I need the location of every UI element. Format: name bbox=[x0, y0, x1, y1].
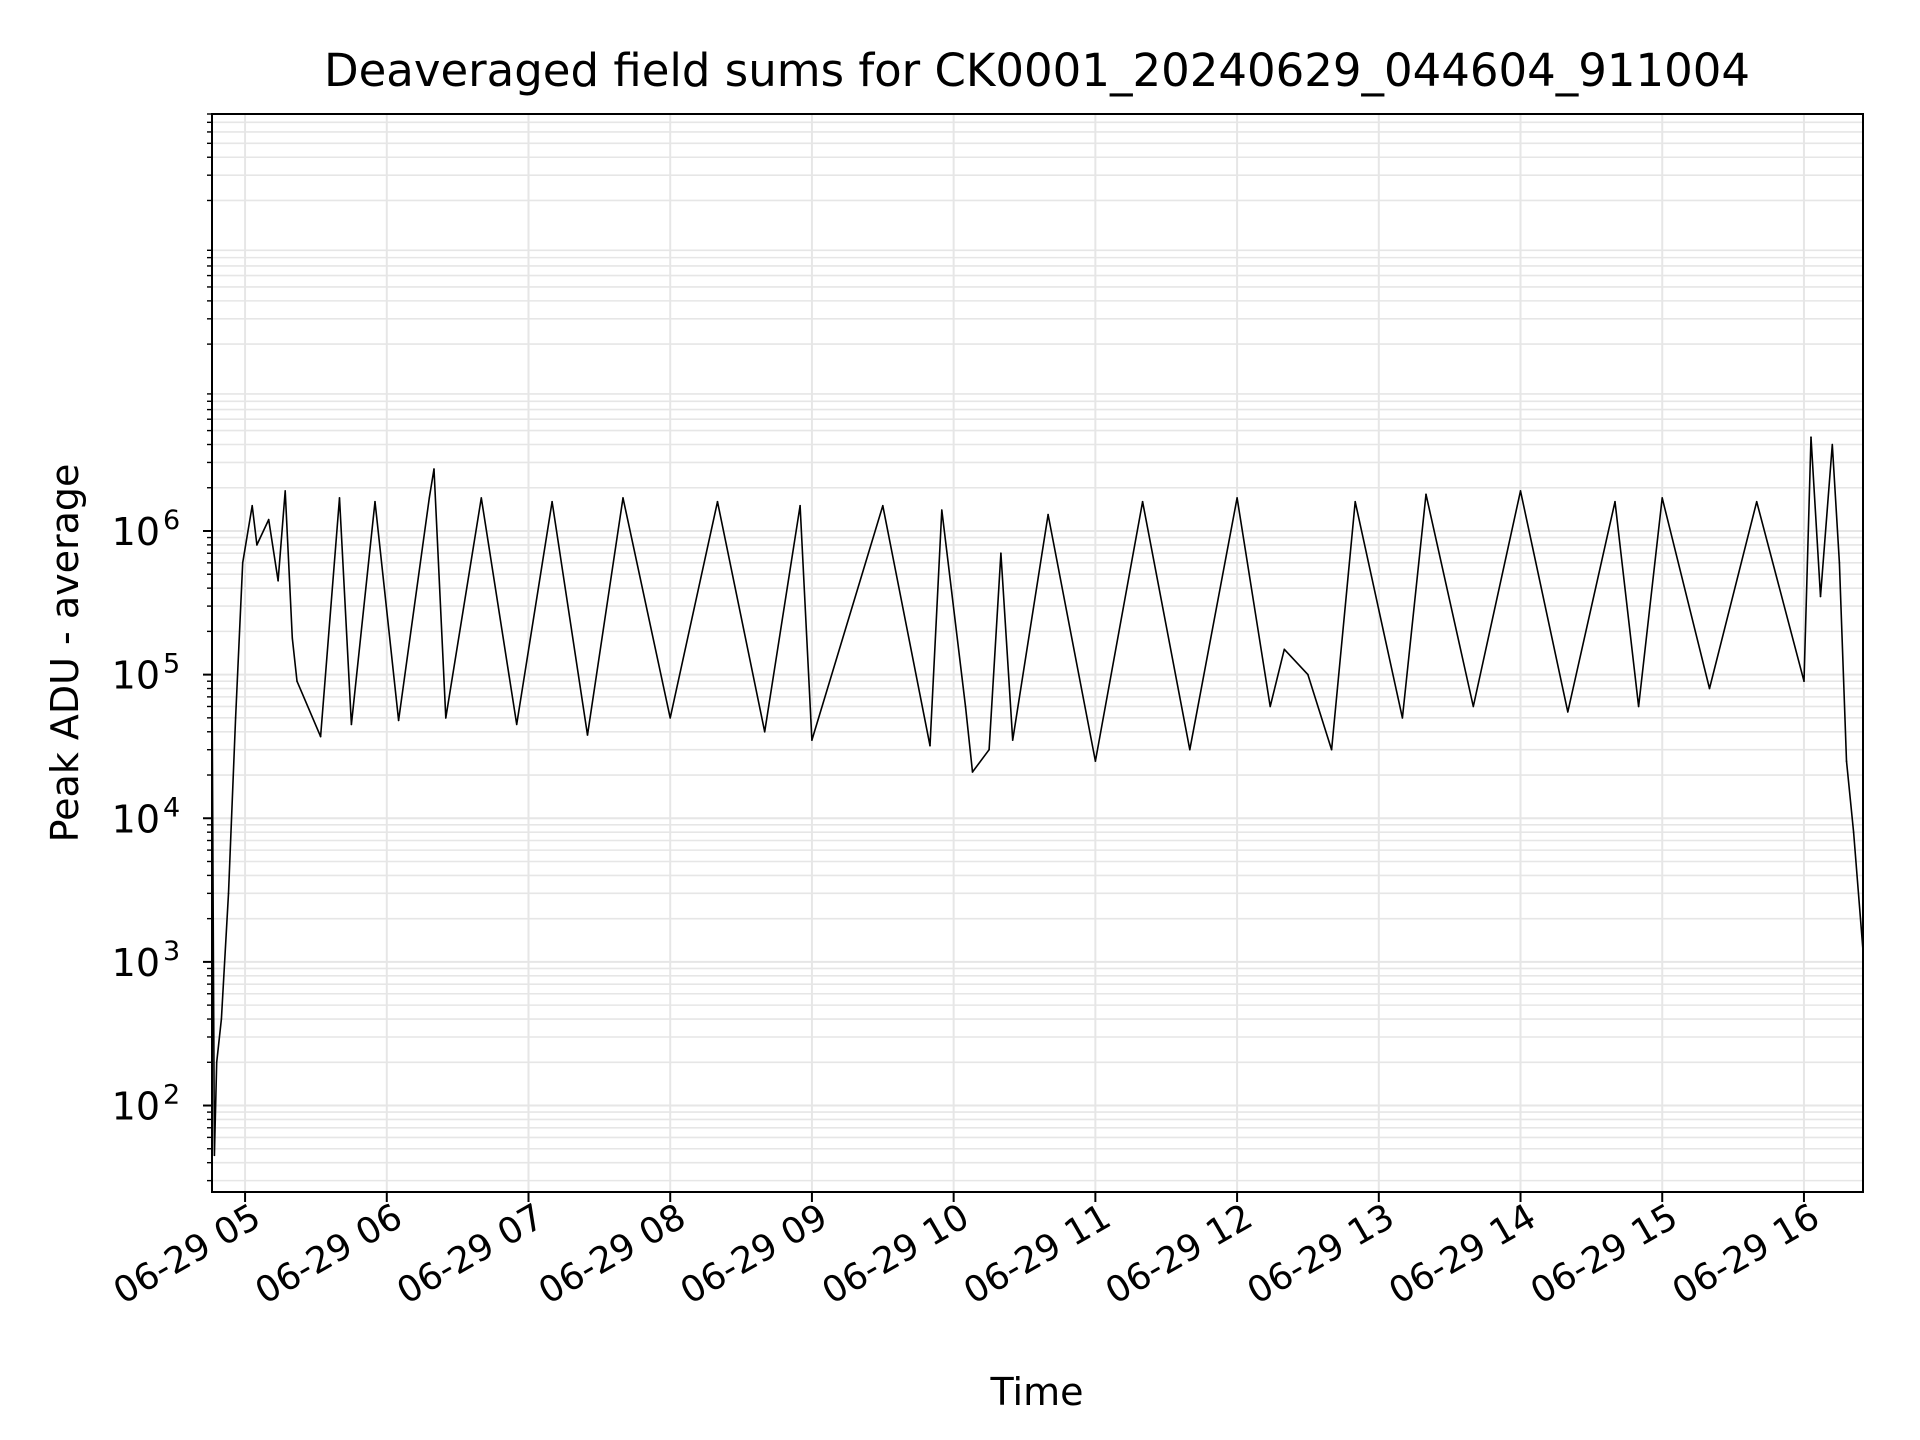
data-layer bbox=[211, 436, 1864, 1157]
data-point bbox=[1354, 500, 1356, 503]
data-point bbox=[241, 562, 244, 564]
data-point bbox=[1269, 705, 1271, 708]
data-point bbox=[1661, 497, 1663, 499]
data-point bbox=[338, 497, 341, 499]
y-tick-label: 10 bbox=[112, 941, 160, 985]
data-point bbox=[213, 1154, 216, 1157]
data-point bbox=[433, 468, 435, 470]
data-point bbox=[941, 509, 943, 511]
y-tick-label: 10 bbox=[112, 654, 160, 698]
data-point bbox=[296, 680, 298, 682]
data-point bbox=[964, 705, 967, 708]
data-point bbox=[622, 497, 624, 499]
data-point bbox=[586, 734, 589, 736]
data-point bbox=[428, 497, 431, 499]
data-point bbox=[1831, 443, 1834, 446]
data-point bbox=[251, 504, 253, 507]
data-point bbox=[1330, 748, 1333, 751]
plot-frame bbox=[211, 113, 1864, 1193]
data-point bbox=[716, 500, 719, 503]
data-point bbox=[971, 771, 974, 773]
chart-title: Deaveraged field sums for CK0001_2024062… bbox=[324, 44, 1750, 97]
data-point bbox=[669, 717, 671, 719]
data-point bbox=[1000, 552, 1002, 554]
data-point bbox=[988, 748, 990, 751]
data-point bbox=[1567, 711, 1569, 713]
data-point bbox=[374, 500, 376, 503]
data-point bbox=[1236, 497, 1238, 499]
data-point bbox=[1283, 648, 1286, 651]
data-point bbox=[1011, 739, 1014, 741]
data-point bbox=[227, 892, 230, 895]
data-point bbox=[1141, 500, 1144, 503]
data-point bbox=[1094, 760, 1097, 762]
data-point bbox=[929, 744, 931, 747]
data-point bbox=[1708, 687, 1711, 690]
y-tick-label: 10 bbox=[112, 1085, 160, 1129]
y-tick-label-exponent: 5 bbox=[163, 649, 180, 680]
grid-layer bbox=[212, 113, 1863, 1192]
data-point bbox=[1838, 562, 1841, 564]
y-tick-label-exponent: 6 bbox=[163, 505, 180, 536]
y-tick-label-exponent: 3 bbox=[163, 936, 180, 967]
y-tick-label: 10 bbox=[112, 797, 160, 841]
x-axis-label: Time bbox=[990, 1370, 1084, 1414]
data-point bbox=[1425, 493, 1427, 496]
data-point bbox=[763, 731, 766, 733]
data-point bbox=[1519, 490, 1522, 492]
data-point bbox=[350, 723, 353, 726]
data-point bbox=[319, 735, 322, 738]
data-point bbox=[1614, 500, 1616, 503]
data-point bbox=[234, 717, 237, 719]
data-point bbox=[1810, 436, 1812, 439]
data-point bbox=[215, 1061, 218, 1064]
data-point bbox=[1803, 680, 1805, 682]
data-point bbox=[1845, 760, 1848, 762]
y-axis-label: Peak ADU - average bbox=[43, 464, 87, 843]
data-point bbox=[811, 739, 813, 741]
data-point bbox=[515, 723, 518, 726]
data-point bbox=[284, 490, 287, 492]
data-point bbox=[882, 504, 884, 507]
data-point bbox=[1401, 717, 1404, 719]
data-point bbox=[1637, 705, 1640, 708]
data-point bbox=[1189, 748, 1191, 751]
series-line bbox=[211, 436, 1864, 1157]
data-point bbox=[397, 719, 400, 722]
data-point bbox=[267, 518, 270, 521]
data-point bbox=[445, 717, 447, 719]
y-tick-label-exponent: 4 bbox=[163, 792, 180, 823]
data-point bbox=[1472, 705, 1475, 708]
data-point bbox=[1819, 595, 1822, 598]
data-point bbox=[277, 580, 279, 582]
data-point bbox=[480, 497, 483, 499]
data-point bbox=[1047, 513, 1049, 516]
data-point bbox=[799, 504, 801, 507]
data-point bbox=[291, 637, 294, 639]
y-tick-label: 10 bbox=[112, 510, 160, 554]
y-tick-label-exponent: 2 bbox=[163, 1080, 180, 1111]
data-point bbox=[1852, 831, 1855, 833]
data-point bbox=[220, 1018, 223, 1020]
data-point bbox=[551, 500, 553, 503]
data-point bbox=[256, 544, 258, 546]
data-point bbox=[1307, 673, 1309, 676]
data-point bbox=[1755, 500, 1758, 503]
